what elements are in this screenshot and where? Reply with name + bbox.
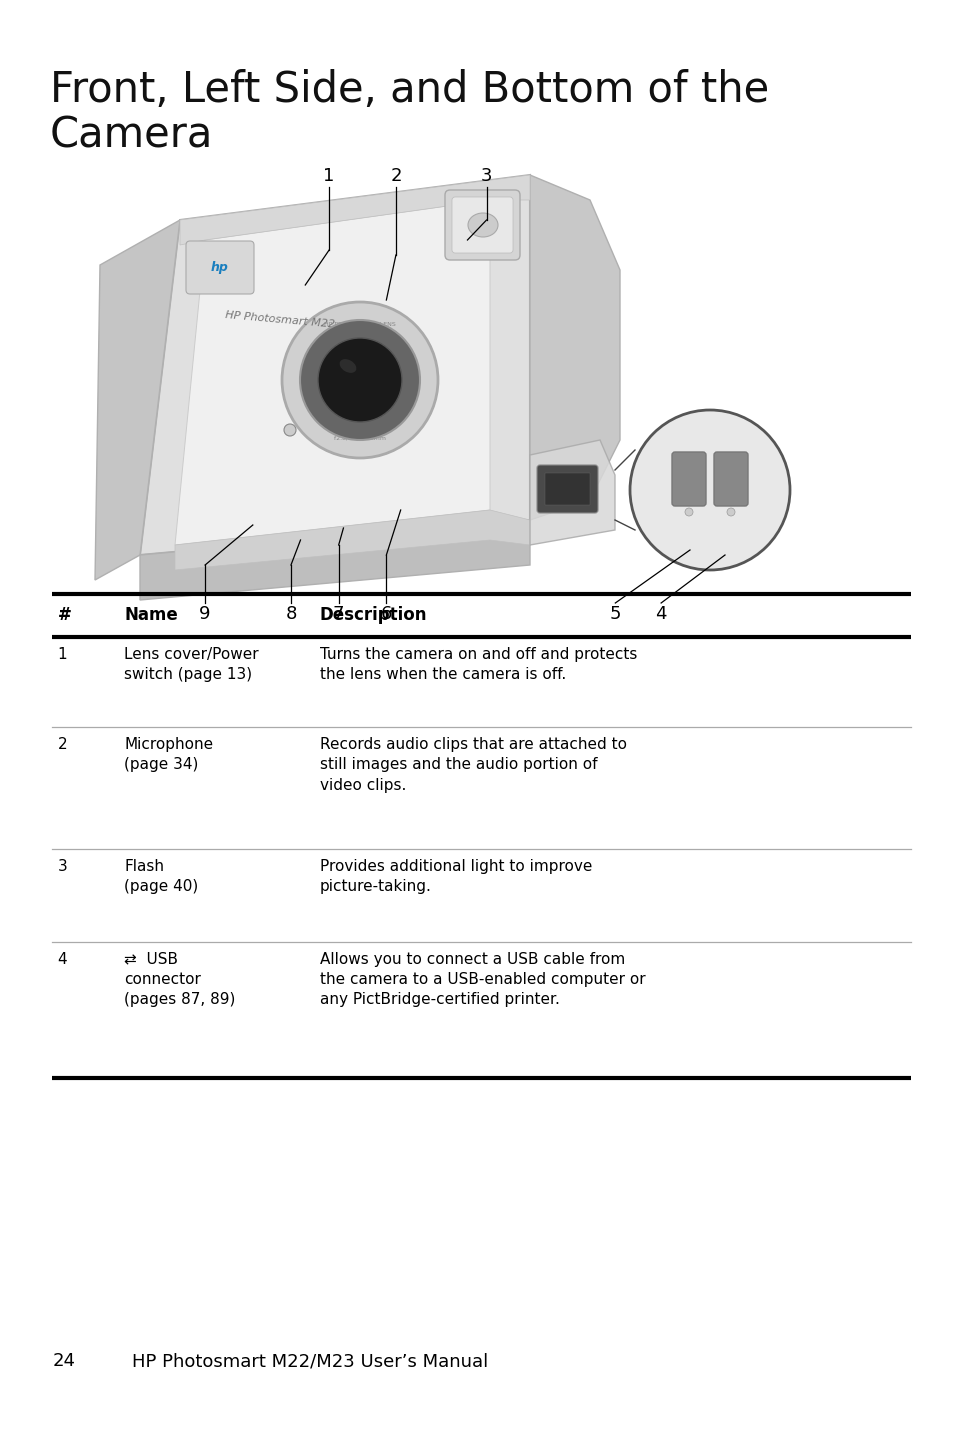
Text: Records audio clips that are attached to
still images and the audio portion of
v: Records audio clips that are attached to… bbox=[319, 737, 626, 793]
Text: Provides additional light to improve
picture-taking.: Provides additional light to improve pic… bbox=[319, 859, 592, 894]
Polygon shape bbox=[530, 439, 615, 545]
Text: HP Photosmart M22: HP Photosmart M22 bbox=[225, 311, 335, 329]
Text: Microphone
(page 34): Microphone (page 34) bbox=[124, 737, 213, 773]
Text: 9: 9 bbox=[199, 605, 211, 622]
Ellipse shape bbox=[468, 213, 497, 238]
Circle shape bbox=[284, 424, 295, 436]
FancyBboxPatch shape bbox=[444, 190, 519, 260]
Polygon shape bbox=[140, 175, 530, 555]
Text: 5: 5 bbox=[609, 605, 620, 622]
Text: 1: 1 bbox=[57, 647, 67, 661]
FancyBboxPatch shape bbox=[452, 197, 513, 253]
Text: 1: 1 bbox=[323, 167, 335, 185]
Circle shape bbox=[629, 411, 789, 570]
Circle shape bbox=[299, 321, 419, 439]
Text: HP Photosmart M22/M23 User’s Manual: HP Photosmart M22/M23 User’s Manual bbox=[132, 1352, 488, 1371]
Text: 24: 24 bbox=[52, 1352, 75, 1371]
Text: Turns the camera on and off and protects
the lens when the camera is off.: Turns the camera on and off and protects… bbox=[319, 647, 637, 683]
FancyBboxPatch shape bbox=[671, 452, 705, 507]
Polygon shape bbox=[95, 220, 180, 580]
Text: 2: 2 bbox=[57, 737, 67, 751]
FancyBboxPatch shape bbox=[713, 452, 747, 507]
Circle shape bbox=[726, 508, 734, 517]
Polygon shape bbox=[180, 175, 530, 245]
Polygon shape bbox=[140, 519, 530, 600]
Text: f2.8/f6.5  6.0mm: f2.8/f6.5 6.0mm bbox=[334, 435, 386, 441]
Text: 8: 8 bbox=[285, 605, 296, 622]
Text: 4: 4 bbox=[57, 952, 67, 966]
Polygon shape bbox=[530, 175, 619, 519]
FancyBboxPatch shape bbox=[186, 240, 253, 293]
Text: Camera: Camera bbox=[50, 114, 213, 156]
Text: 7: 7 bbox=[333, 605, 344, 622]
Text: 4: 4 bbox=[655, 605, 666, 622]
Text: Front, Left Side, and Bottom of the: Front, Left Side, and Bottom of the bbox=[50, 69, 768, 110]
Text: 6: 6 bbox=[380, 605, 392, 622]
Circle shape bbox=[282, 302, 437, 458]
Text: #: # bbox=[57, 605, 71, 624]
Text: Lens cover/Power
switch (page 13): Lens cover/Power switch (page 13) bbox=[124, 647, 258, 683]
Text: hp: hp bbox=[211, 262, 229, 275]
Polygon shape bbox=[174, 509, 530, 570]
Text: Allows you to connect a USB cable from
the camera to a USB-enabled computer or
a: Allows you to connect a USB cable from t… bbox=[319, 952, 645, 1007]
FancyBboxPatch shape bbox=[544, 474, 589, 505]
Text: 3: 3 bbox=[57, 859, 67, 873]
Text: ⇄  USB
connector
(pages 87, 89): ⇄ USB connector (pages 87, 89) bbox=[124, 952, 235, 1007]
Ellipse shape bbox=[339, 359, 356, 373]
Text: Description: Description bbox=[319, 605, 427, 624]
Text: Name: Name bbox=[124, 605, 178, 624]
Circle shape bbox=[317, 338, 401, 422]
Polygon shape bbox=[174, 200, 490, 545]
Text: 3: 3 bbox=[480, 167, 492, 185]
Text: HP PRECISION AF LENS: HP PRECISION AF LENS bbox=[324, 322, 395, 328]
Text: Flash
(page 40): Flash (page 40) bbox=[124, 859, 198, 894]
Text: 2: 2 bbox=[390, 167, 401, 185]
FancyBboxPatch shape bbox=[537, 465, 598, 512]
Circle shape bbox=[684, 508, 692, 517]
